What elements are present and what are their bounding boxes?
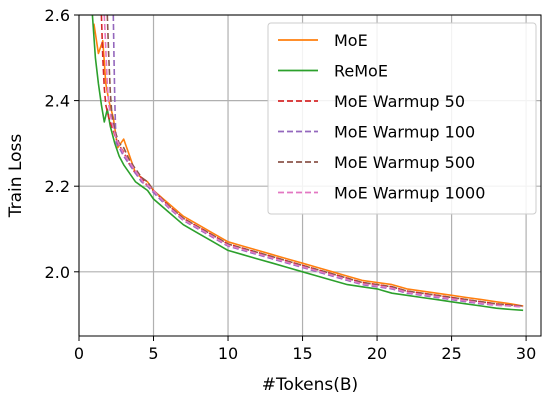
y-axis-label: Train Loss [6, 134, 26, 219]
legend-label: MoE Warmup 500 [334, 153, 475, 172]
series-line-moe-warmup-50 [100, 15, 524, 307]
tick-marks [74, 14, 527, 341]
legend-items: MoE ReMoE MoE Warmup 50 MoE Warmup 100 MoE W… [278, 31, 485, 203]
series-line-moe-warmup-500 [106, 15, 524, 307]
x-tick-label: 10 [218, 344, 238, 363]
series-line-remoe [91, 15, 524, 312]
x-tick-label: 20 [367, 344, 387, 363]
x-axis-label: #Tokens(B) [262, 375, 358, 395]
x-tick-label: 5 [148, 344, 158, 363]
y-tick-label: 2.6 [45, 6, 70, 25]
series-line-moe [93, 23, 524, 307]
x-tick-label: 30 [516, 344, 536, 363]
x-tick-labels: 0 5 10 15 20 25 30 [74, 344, 536, 363]
x-tick-label: 15 [292, 344, 312, 363]
legend-label: MoE Warmup 1000 [334, 184, 485, 203]
x-tick-label: 25 [441, 344, 461, 363]
legend-label: MoE [334, 31, 368, 50]
y-tick-labels: 2.0 2.2 2.4 2.6 [45, 6, 70, 282]
y-tick-label: 2.2 [45, 177, 70, 196]
legend: MoE ReMoE MoE Warmup 50 MoE Warmup 100 MoE W… [267, 22, 537, 215]
series-layer [91, 15, 524, 312]
plot-frame [78, 14, 542, 337]
series-line-moe-warmup-1000 [103, 15, 524, 308]
legend-box [267, 22, 537, 215]
legend-label: MoE Warmup 50 [334, 92, 465, 111]
y-tick-label: 2.0 [45, 263, 70, 282]
legend-label: ReMoE [334, 62, 388, 81]
x-tick-label: 0 [74, 344, 84, 363]
series-line-moe-warmup-100 [112, 15, 524, 308]
y-tick-label: 2.4 [45, 92, 70, 111]
legend-label: MoE Warmup 100 [334, 123, 475, 142]
